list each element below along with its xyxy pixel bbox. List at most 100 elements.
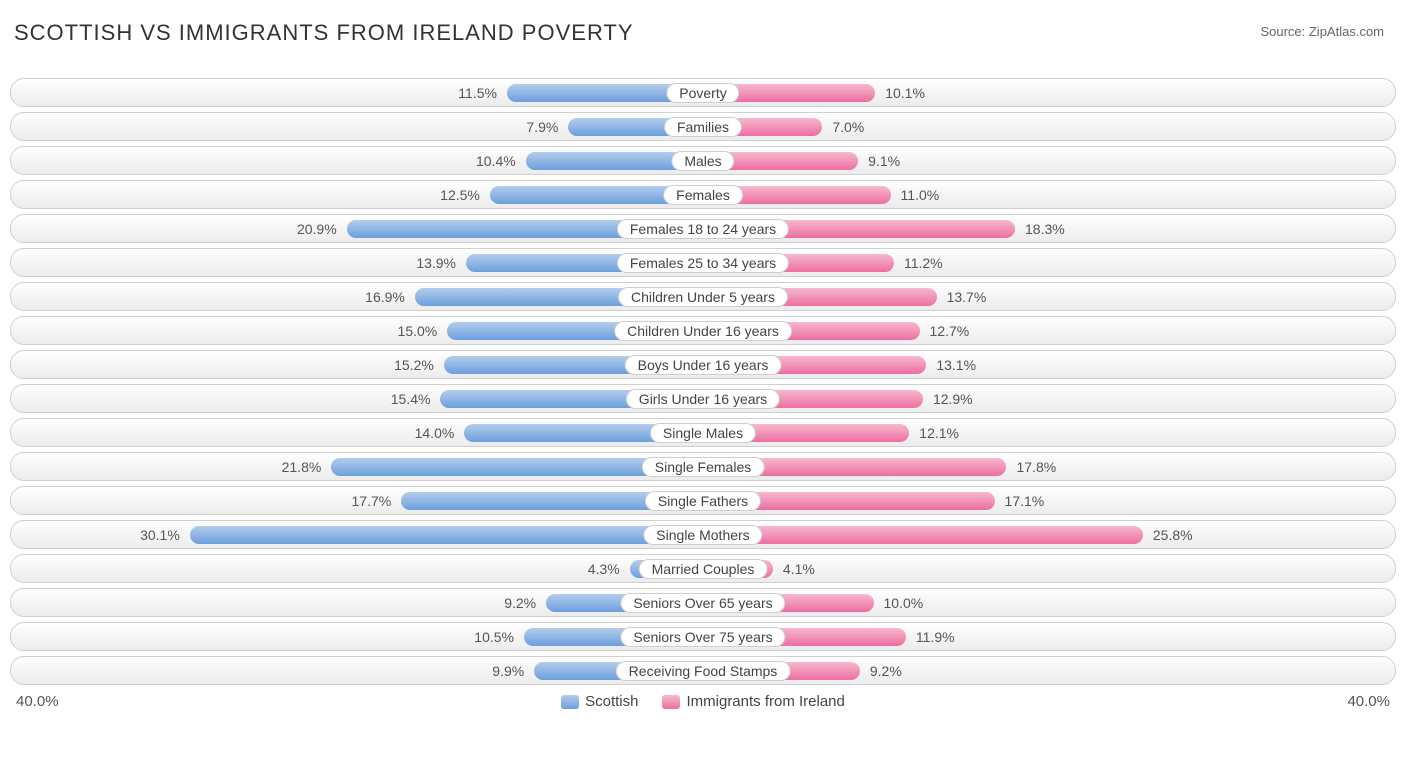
value-label-scottish: 15.2%: [384, 357, 444, 373]
chart-row: 15.4% 12.9% Girls Under 16 years: [10, 384, 1396, 413]
category-label: Poverty: [666, 83, 739, 103]
row-right-half: 10.1%: [703, 79, 1395, 106]
category-label: Boys Under 16 years: [625, 355, 782, 375]
chart-row: 21.8% 17.8% Single Females: [10, 452, 1396, 481]
row-right-half: 13.7%: [703, 283, 1395, 310]
category-label: Children Under 5 years: [618, 287, 788, 307]
axis-max-left: 40.0%: [16, 693, 59, 710]
chart-row: 16.9% 13.7% Children Under 5 years: [10, 282, 1396, 311]
value-label-immigrants: 9.1%: [858, 153, 910, 169]
value-label-immigrants: 17.8%: [1006, 459, 1066, 475]
legend-swatch-scottish: [561, 695, 579, 709]
chart-row: 7.9%7.0%Families: [10, 112, 1396, 141]
row-right-half: 9.2%: [703, 657, 1395, 684]
row-right-half: 12.9%: [703, 385, 1395, 412]
value-label-scottish: 14.0%: [405, 425, 465, 441]
value-label-immigrants: 7.0%: [822, 119, 874, 135]
row-left-half: 17.7%: [11, 487, 703, 514]
category-label: Males: [671, 151, 734, 171]
legend-item-scottish: Scottish: [561, 693, 638, 710]
value-label-scottish: 15.0%: [388, 323, 448, 339]
source-label: Source: ZipAtlas.com: [1260, 24, 1384, 39]
value-label-scottish: 10.5%: [464, 629, 524, 645]
chart-row: 10.5%11.9%Seniors Over 75 years: [10, 622, 1396, 651]
value-label-scottish: 20.9%: [287, 221, 347, 237]
row-left-half: 13.9%: [11, 249, 703, 276]
value-label-scottish: 16.9%: [355, 289, 415, 305]
row-left-half: 15.4%: [11, 385, 703, 412]
chart-title: SCOTTISH VS IMMIGRANTS FROM IRELAND POVE…: [10, 20, 1396, 46]
row-right-half: 11.2%: [703, 249, 1395, 276]
chart-row: 17.7% 17.1%Single Fathers: [10, 486, 1396, 515]
value-label-scottish: 7.9%: [516, 119, 568, 135]
chart-row: 14.0% 12.1% Single Males: [10, 418, 1396, 447]
row-left-half: 10.5%: [11, 623, 703, 650]
row-left-half: 10.4%: [11, 147, 703, 174]
row-right-half: 7.0%: [703, 113, 1395, 140]
category-label: Single Mothers: [643, 525, 762, 545]
row-left-half: 15.0%: [11, 317, 703, 344]
chart-row: 15.2% 13.1% Boys Under 16 years: [10, 350, 1396, 379]
value-label-immigrants: 25.8%: [1143, 527, 1203, 543]
row-left-half: 12.5%: [11, 181, 703, 208]
value-label-immigrants: 12.1%: [909, 425, 969, 441]
legend: Scottish Immigrants from Ireland: [561, 693, 845, 710]
row-left-half: 9.2%: [11, 589, 703, 616]
row-left-half: 16.9%: [11, 283, 703, 310]
row-right-half: 17.1%: [703, 487, 1395, 514]
value-label-immigrants: 18.3%: [1015, 221, 1075, 237]
chart-row: 15.0% 12.7%Children Under 16 years: [10, 316, 1396, 345]
legend-label-scottish: Scottish: [585, 693, 638, 710]
row-left-half: 9.9%: [11, 657, 703, 684]
row-right-half: 4.1%: [703, 555, 1395, 582]
category-label: Children Under 16 years: [614, 321, 792, 341]
chart-row: 11.5% 10.1% Poverty: [10, 78, 1396, 107]
value-label-immigrants: 12.9%: [923, 391, 983, 407]
category-label: Married Couples: [639, 559, 768, 579]
category-label: Receiving Food Stamps: [616, 661, 791, 681]
value-label-scottish: 15.4%: [381, 391, 441, 407]
chart-row: 9.9%9.2%Receiving Food Stamps: [10, 656, 1396, 685]
value-label-immigrants: 4.1%: [773, 561, 825, 577]
value-label-immigrants: 10.1%: [875, 85, 935, 101]
value-label-immigrants: 11.9%: [906, 629, 965, 645]
row-right-half: 25.8%: [703, 521, 1395, 548]
axis-max-right: 40.0%: [1347, 693, 1390, 710]
chart-row: 13.9% 11.2% Females 25 to 34 years: [10, 248, 1396, 277]
value-label-immigrants: 13.1%: [926, 357, 986, 373]
value-label-scottish: 21.8%: [272, 459, 332, 475]
value-label-scottish: 30.1%: [130, 527, 190, 543]
chart-row: 12.5%11.0%Females: [10, 180, 1396, 209]
row-right-half: 9.1%: [703, 147, 1395, 174]
chart-row: 10.4% 9.1% Males: [10, 146, 1396, 175]
category-label: Females: [663, 185, 743, 205]
value-label-scottish: 11.5%: [448, 85, 507, 101]
chart-footer: 40.0% Scottish Immigrants from Ireland 4…: [10, 693, 1396, 710]
legend-label-immigrants: Immigrants from Ireland: [686, 693, 844, 710]
category-label: Single Females: [642, 457, 765, 477]
value-label-scottish: 10.4%: [466, 153, 526, 169]
row-left-half: 30.1%: [11, 521, 703, 548]
row-right-half: 12.1%: [703, 419, 1395, 446]
row-left-half: 11.5%: [11, 79, 703, 106]
legend-item-immigrants: Immigrants from Ireland: [662, 693, 844, 710]
row-right-half: 12.7%: [703, 317, 1395, 344]
chart-rows-container: 11.5%10.1%Poverty7.9%7.0%Families10.4%9.…: [10, 78, 1396, 685]
row-left-half: 21.8%: [11, 453, 703, 480]
legend-swatch-immigrants: [662, 695, 680, 709]
category-label: Girls Under 16 years: [626, 389, 780, 409]
chart-row: 4.3%4.1%Married Couples: [10, 554, 1396, 583]
chart-row: 30.1% 25.8% Single Mothers: [10, 520, 1396, 549]
row-left-half: 20.9%: [11, 215, 703, 242]
value-label-immigrants: 10.0%: [874, 595, 934, 611]
value-label-immigrants: 13.7%: [937, 289, 997, 305]
value-label-immigrants: 11.2%: [894, 255, 953, 271]
value-label-scottish: 9.2%: [494, 595, 546, 611]
category-label: Single Males: [650, 423, 756, 443]
row-left-half: 14.0%: [11, 419, 703, 446]
value-label-scottish: 17.7%: [342, 493, 402, 509]
category-label: Single Fathers: [645, 491, 761, 511]
category-label: Females 25 to 34 years: [617, 253, 789, 273]
row-right-half: 17.8%: [703, 453, 1395, 480]
row-right-half: 11.0%: [703, 181, 1395, 208]
